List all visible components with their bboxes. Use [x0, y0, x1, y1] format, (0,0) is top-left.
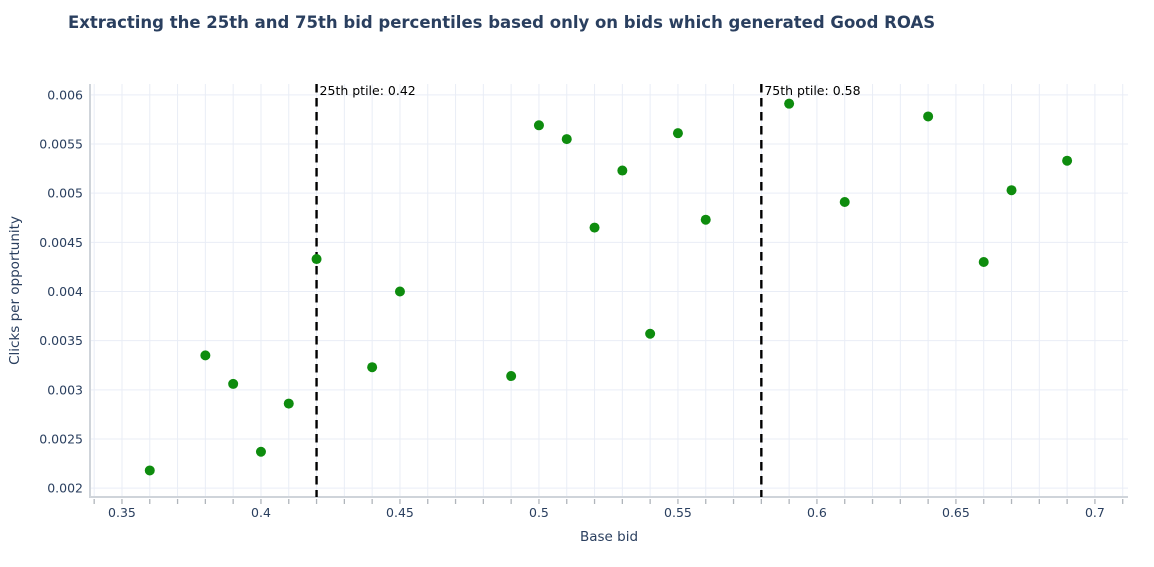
x-tick-label: 0.6 — [807, 505, 827, 520]
data-point — [1062, 155, 1073, 166]
y-tick-label: 0.004 — [47, 284, 83, 299]
data-point — [283, 398, 294, 409]
data-point — [144, 465, 155, 476]
data-point — [978, 256, 989, 267]
y-tick-label: 0.0055 — [39, 136, 83, 151]
x-tick-label: 0.7 — [1085, 505, 1105, 520]
y-tick-label: 0.0035 — [39, 333, 83, 348]
data-point — [311, 254, 322, 265]
data-point — [1006, 185, 1017, 196]
y-tick-label: 0.003 — [47, 382, 83, 397]
x-tick-label: 0.55 — [664, 505, 692, 520]
data-point — [923, 111, 934, 122]
x-tick-label: 0.5 — [529, 505, 549, 520]
y-tick-label: 0.0025 — [39, 431, 83, 446]
data-points — [144, 98, 1073, 476]
y-tick-label: 0.006 — [47, 87, 83, 102]
x-tick-label: 0.65 — [942, 505, 970, 520]
data-point — [589, 222, 600, 233]
y-tick-labels: 0.002 0.0025 0.003 0.0035 0.004 0.0045 0.005 0.… — [39, 87, 83, 495]
data-point — [367, 362, 378, 373]
x-axis-title: Base bid — [580, 529, 638, 545]
x-tick-label: 0.4 — [251, 505, 271, 520]
data-point — [617, 165, 628, 176]
chart-title: Extracting the 25th and 75th bid percent… — [68, 13, 936, 32]
gridlines — [90, 84, 1128, 497]
y-tick-label: 0.002 — [47, 481, 83, 496]
data-point — [200, 350, 211, 361]
data-point — [839, 197, 850, 207]
percentile-annotation-25: 25th ptile: 0.42 — [320, 83, 416, 98]
x-tick-label: 0.35 — [108, 505, 136, 520]
y-tick-label: 0.0045 — [39, 235, 83, 250]
y-axis-title: Clicks per opportunity — [7, 216, 23, 365]
data-point — [228, 378, 239, 389]
data-point — [561, 134, 572, 145]
x-tick-labels: 0.35 0.4 0.45 0.5 0.55 0.6 0.65 0.7 — [108, 505, 1105, 520]
data-point — [255, 446, 266, 457]
percentile-annotation-75: 75th ptile: 0.58 — [764, 83, 860, 98]
data-point — [784, 98, 795, 109]
x-tick-label: 0.45 — [386, 505, 414, 520]
x-tick-marks — [93, 499, 1124, 504]
data-point — [700, 214, 711, 225]
data-point — [394, 286, 405, 297]
y-tick-label: 0.005 — [47, 186, 83, 201]
data-point — [533, 120, 544, 131]
data-point — [645, 328, 656, 339]
data-point — [506, 371, 517, 382]
data-point — [672, 128, 683, 139]
